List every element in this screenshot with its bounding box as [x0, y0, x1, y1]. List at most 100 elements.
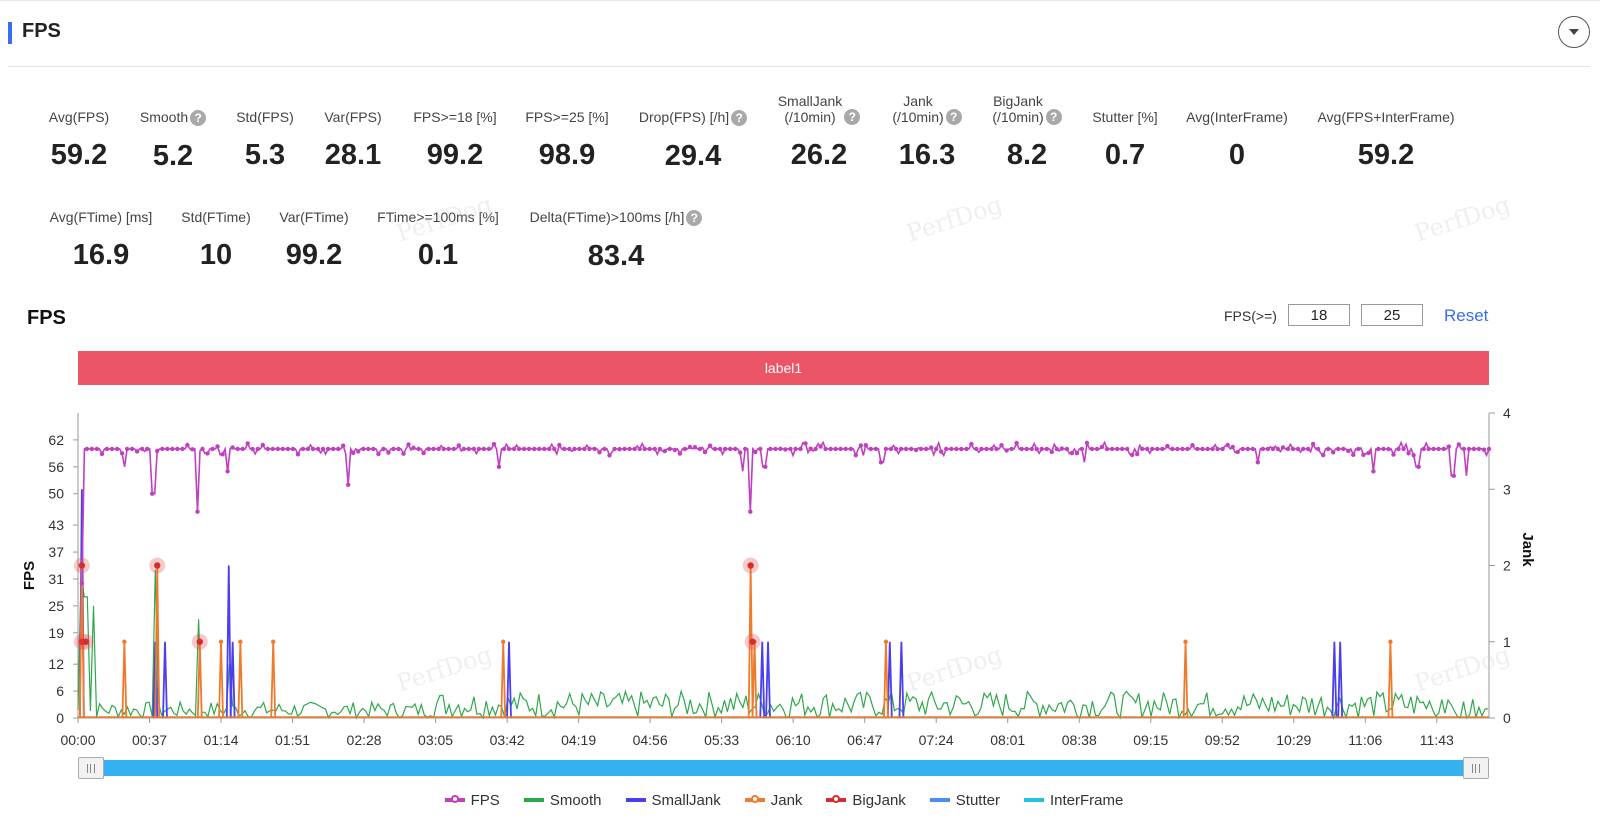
fps-point	[496, 464, 502, 469]
fps-point	[537, 446, 542, 452]
help-icon[interactable]: ?	[686, 210, 703, 227]
legend-label: SmallJank	[651, 791, 721, 809]
smalljank-spike	[765, 641, 771, 719]
fps-point	[1230, 444, 1235, 450]
fps-threshold-low-input[interactable]	[1288, 304, 1350, 326]
fps-point	[1351, 452, 1356, 457]
metric-label: Var(FPS)	[243, 109, 463, 125]
fps-point	[677, 451, 683, 456]
fps-point	[1471, 446, 1477, 452]
fps-point	[813, 446, 818, 452]
fps-point	[868, 446, 874, 452]
legend-marker	[750, 795, 759, 803]
help-icon[interactable]: ?	[844, 109, 861, 125]
x-tick-label: 04:19	[561, 732, 596, 748]
legend-label: Jank	[770, 791, 803, 809]
legend-item-jank[interactable]: Jank	[744, 791, 803, 809]
fps-point	[682, 446, 688, 452]
y-tick-label-left: 50	[48, 486, 64, 502]
fps-point	[421, 450, 426, 456]
fps-point	[597, 450, 602, 455]
metric-label: Avg(FPS)	[0, 109, 189, 125]
legend-swatch	[625, 798, 646, 802]
label-band[interactable]: label1	[78, 351, 1489, 385]
legend-item-stutter[interactable]: Stutter	[929, 792, 1000, 809]
fps-point	[471, 446, 477, 452]
fps-point	[823, 446, 828, 452]
fps-point	[160, 446, 165, 452]
fps-point	[1356, 446, 1361, 452]
fps-point	[109, 446, 115, 452]
caret-down-icon	[1569, 29, 1579, 35]
fps-point	[165, 446, 170, 452]
fps-point	[195, 509, 200, 514]
help-icon[interactable]: ?	[945, 109, 962, 125]
x-tick-label: 06:47	[847, 732, 882, 748]
fps-point	[356, 449, 361, 454]
metric-value: 59.2	[50, 139, 108, 171]
collapse-button[interactable]	[1558, 16, 1590, 48]
metric-label: Drop(FPS) [/h]?	[583, 109, 803, 127]
slider-track[interactable]	[90, 760, 1477, 776]
fps-point	[240, 446, 245, 452]
x-tick-label: 09:15	[1133, 732, 1168, 748]
fps-point	[1265, 446, 1271, 452]
fps-threshold-high-input[interactable]	[1361, 304, 1423, 326]
metric-label-text: FPS>=18 [%]	[413, 109, 497, 125]
fps-point	[939, 449, 944, 454]
fps-point	[607, 453, 612, 458]
fps-point	[697, 446, 703, 452]
fps-point	[949, 446, 954, 452]
metric-label-text: Avg(FPS+InterFrame)	[1317, 109, 1455, 125]
metric-value: 0	[1228, 139, 1246, 171]
help-icon[interactable]: ?	[731, 110, 748, 127]
slider-handle-left[interactable]	[78, 757, 104, 779]
bigjank-point	[82, 638, 89, 645]
fps-point	[1150, 446, 1155, 452]
metric-label: Std(FPS)	[155, 109, 375, 125]
metric-smalljank: SmallJank (/10min)? 26.2	[709, 93, 929, 172]
legend-item-smooth[interactable]: Smooth	[523, 792, 602, 809]
fps-point	[456, 443, 461, 448]
legend-item-bigjank[interactable]: BigJank	[826, 792, 906, 809]
time-range-slider[interactable]	[78, 757, 1489, 779]
fps-point	[521, 446, 527, 452]
fps-point	[848, 446, 853, 452]
fps-point	[833, 446, 838, 452]
legend-item-interframe[interactable]: InterFrame	[1023, 792, 1123, 809]
fps-point	[1421, 446, 1426, 452]
fps-point	[1029, 446, 1034, 452]
metric-label: Avg(FTime) [ms]	[0, 209, 211, 225]
fps-point	[562, 446, 567, 452]
smalljank-spike	[759, 641, 766, 719]
fps-point	[310, 446, 316, 452]
fps-point	[210, 446, 215, 452]
fps-point	[1280, 445, 1286, 450]
slider-handle-right[interactable]	[1463, 757, 1489, 779]
fps-point	[572, 446, 577, 452]
fps-point	[1039, 446, 1044, 452]
jank-point	[271, 639, 276, 644]
fps-point	[451, 446, 456, 452]
x-tick-label: 11:43	[1420, 732, 1454, 748]
metric-delta-ftime-100ms-h: Delta(FTime)>100ms [/h]? 83.4	[506, 209, 726, 273]
metric-label: Var(FTime)	[204, 209, 424, 225]
fps-point	[1260, 446, 1266, 452]
help-icon[interactable]: ?	[1045, 109, 1062, 125]
legend-item-smalljank[interactable]: SmallJank	[625, 791, 721, 809]
x-tick-label: 08:38	[1062, 732, 1097, 748]
legend-item-fps[interactable]: FPS	[444, 792, 500, 809]
y-tick-label-left: 19	[48, 625, 64, 641]
fps-point	[376, 451, 381, 457]
fps-point	[1210, 446, 1215, 452]
reset-button[interactable]: Reset	[1444, 306, 1489, 325]
fps-point	[220, 452, 225, 457]
help-icon[interactable]: ?	[190, 110, 207, 127]
fps-point	[320, 446, 326, 452]
fps-point	[642, 446, 647, 452]
fps-point	[305, 446, 311, 452]
fps-point	[104, 446, 110, 452]
fps-point	[944, 446, 949, 452]
legend-swatch	[744, 795, 765, 803]
